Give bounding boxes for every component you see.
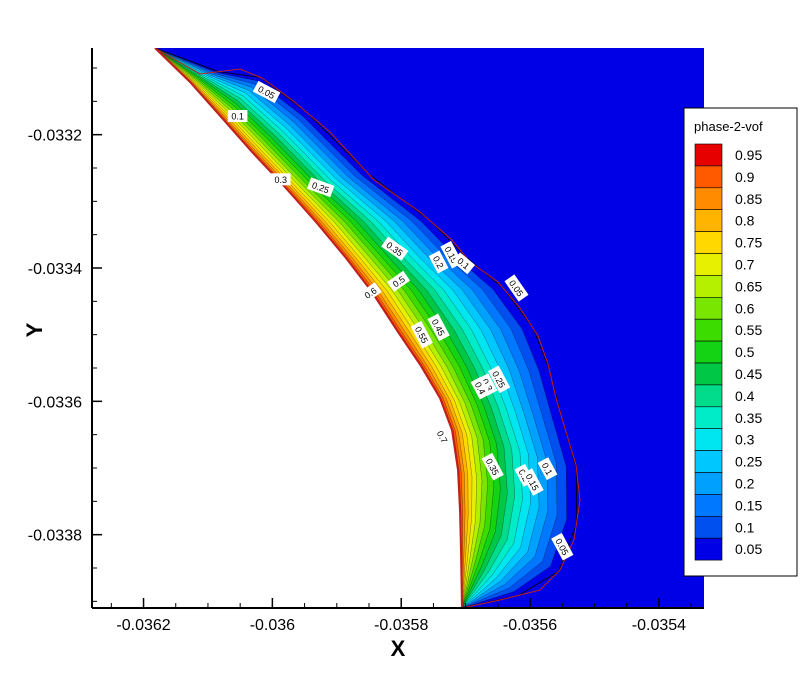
legend-label: 0.6 xyxy=(735,300,755,316)
legend-swatch xyxy=(694,515,723,539)
y-tick-label: -0.0336 xyxy=(28,394,82,411)
legend-label: 0.9 xyxy=(735,169,755,185)
legend-label: 0.55 xyxy=(735,322,762,338)
legend-label: 0.3 xyxy=(735,432,755,448)
legend-swatch xyxy=(694,428,723,451)
legend-swatch xyxy=(694,209,723,232)
legend-swatch xyxy=(694,537,723,561)
axes: -0.0362 -0.036 -0.0358 -0.0356 -0.0354 -0.033… xyxy=(28,48,704,634)
contour-label: 0.2 xyxy=(428,250,449,274)
x-tick-label: -0.0356 xyxy=(503,617,557,634)
x-tick-label: -0.036 xyxy=(250,617,295,634)
contour-label-text: 0.3 xyxy=(275,175,288,185)
legend-swatch xyxy=(694,384,723,408)
legend-label: 0.7 xyxy=(735,256,755,272)
legend-swatch xyxy=(694,494,723,517)
legend-label: 0.85 xyxy=(735,191,762,207)
legend-label: 0.75 xyxy=(735,235,762,251)
y-tick-label: -0.0338 xyxy=(28,528,82,545)
legend-label: 0.8 xyxy=(735,213,755,229)
y-axis-label: Y xyxy=(22,322,47,337)
legend-label: 0.95 xyxy=(735,147,762,163)
solid-region xyxy=(92,48,462,608)
legend-label: 0.65 xyxy=(735,278,762,294)
y-tick-label: -0.0332 xyxy=(28,128,82,145)
legend-label: 0.05 xyxy=(735,541,762,557)
legend-swatch xyxy=(694,472,723,495)
legend-swatch xyxy=(694,296,723,320)
x-tick-label: -0.0354 xyxy=(632,617,686,634)
contour-label: 0.3 xyxy=(271,173,291,186)
legend-label: 0.15 xyxy=(735,497,762,513)
contour-label: 0.6 xyxy=(358,282,382,304)
legend-swatch xyxy=(694,165,723,189)
legend-label: 0.4 xyxy=(735,388,755,404)
legend-swatch xyxy=(694,143,723,167)
legend-swatch xyxy=(694,406,723,429)
legend-swatch xyxy=(694,318,723,342)
contour-label: 0.5 xyxy=(387,270,411,292)
interface-line xyxy=(154,48,463,608)
legend-label: 0.2 xyxy=(735,475,755,491)
contour-label: 0.7 xyxy=(432,425,453,449)
legend-label: 0.35 xyxy=(735,410,762,426)
y-tick-label: -0.0334 xyxy=(28,261,82,278)
legend-label: 0.5 xyxy=(735,344,755,360)
legend-label: 0.1 xyxy=(735,519,755,535)
legend-title: phase-2-vof xyxy=(694,119,763,134)
contour-labels: 0.050.10.30.250.350.20.150.10.050.50.60.… xyxy=(227,80,574,561)
x-axis-label: X xyxy=(391,636,406,661)
legend-swatch xyxy=(694,450,723,473)
legend-label: 0.25 xyxy=(735,454,762,470)
contour-label: 0.1 xyxy=(227,110,248,122)
x-tick-label: -0.0358 xyxy=(374,617,428,634)
legend-swatch xyxy=(694,275,723,298)
legend-swatch xyxy=(694,362,723,386)
legend-swatch xyxy=(694,187,723,211)
x-tick-label: -0.0362 xyxy=(116,617,170,634)
contour-label-text: 0.1 xyxy=(231,112,244,122)
legend-swatch xyxy=(694,253,723,276)
contour-label: 0.4 xyxy=(470,376,491,400)
contour-label: 0.25 xyxy=(306,177,335,198)
legend-swatch xyxy=(694,231,723,254)
legend-label: 0.45 xyxy=(735,366,762,382)
legend-swatch xyxy=(694,340,723,364)
color-legend: phase-2-vof 0.95 0.9 0.85 0.8 0.75 0.7 0.65 0.6 0… xyxy=(683,107,798,577)
contour-label: 0.1 xyxy=(537,457,558,481)
contour-field xyxy=(92,48,704,608)
